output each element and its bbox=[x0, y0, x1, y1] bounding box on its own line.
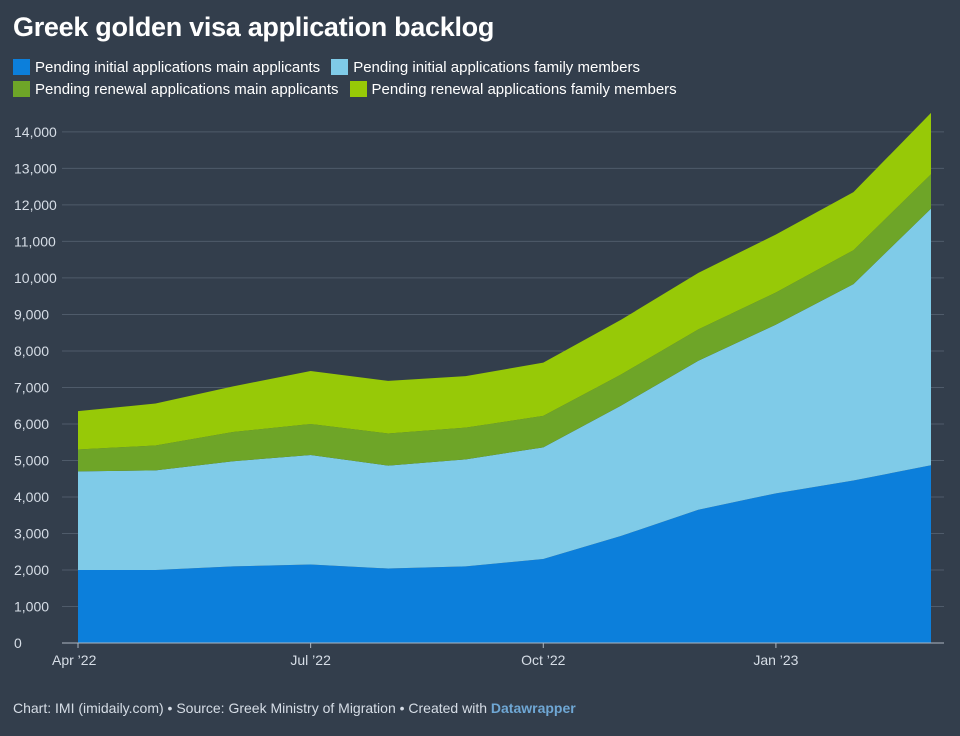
legend-swatch bbox=[13, 81, 30, 97]
legend-item-renewal-main: Pending renewal applications main applic… bbox=[13, 80, 339, 98]
y-tick-label: 13,000 bbox=[14, 160, 57, 176]
y-tick-label: 12,000 bbox=[14, 197, 57, 213]
y-tick-label: 8,000 bbox=[14, 343, 49, 359]
y-tick-label: 6,000 bbox=[14, 416, 49, 432]
y-tick-label: 4,000 bbox=[14, 489, 49, 505]
y-tick-label: 2,000 bbox=[14, 562, 49, 578]
y-tick-label: 14,000 bbox=[14, 124, 57, 140]
y-tick-label: 3,000 bbox=[14, 525, 49, 541]
footer-credit: Chart: IMI (imidaily.com) • Source: Gree… bbox=[13, 700, 488, 716]
chart-title: Greek golden visa application backlog bbox=[13, 12, 495, 42]
legend-label: Pending initial applications main applic… bbox=[35, 58, 321, 76]
area-series-4 bbox=[78, 112, 931, 450]
datawrapper-link[interactable]: Datawrapper bbox=[490, 700, 576, 716]
y-tick-label: 10,000 bbox=[14, 270, 57, 286]
footer: Chart: IMI (imidaily.com) • Source: Gree… bbox=[13, 700, 576, 716]
y-tick-label: 11,000 bbox=[14, 233, 56, 249]
legend-item-initial-main: Pending initial applications main applic… bbox=[13, 58, 321, 76]
x-tick-label: Jan ’23 bbox=[753, 652, 798, 668]
y-tick-label: 1,000 bbox=[14, 598, 49, 614]
legend: Pending initial applications main applic… bbox=[13, 58, 943, 98]
y-tick-label: 9,000 bbox=[14, 306, 49, 322]
x-tick-label: Oct ’22 bbox=[521, 652, 566, 668]
axes: 0 1,000 2,000 3,000 4,000 5,000 6,000 7,000 8,00… bbox=[14, 124, 944, 668]
y-tick-label: 7,000 bbox=[14, 379, 49, 395]
legend-label: Pending renewal applications family memb… bbox=[371, 80, 677, 98]
y-tick-label: 5,000 bbox=[14, 452, 49, 468]
legend-item-renewal-family: Pending renewal applications family memb… bbox=[349, 80, 677, 98]
stacked-area-chart: 0 1,000 2,000 3,000 4,000 5,000 6,000 7,000 8,00… bbox=[14, 112, 944, 668]
x-tick-label: Apr ’22 bbox=[52, 652, 97, 668]
area-series-2 bbox=[78, 208, 931, 570]
area-series-3 bbox=[78, 174, 931, 472]
legend-swatch bbox=[331, 59, 349, 75]
y-tick-label: 0 bbox=[14, 635, 22, 651]
legend-swatch bbox=[349, 81, 367, 97]
legend-label: Pending renewal applications main applic… bbox=[35, 80, 339, 98]
legend-swatch bbox=[13, 59, 30, 75]
area-series bbox=[78, 112, 931, 643]
legend-item-initial-family: Pending initial applications family memb… bbox=[331, 58, 640, 76]
area-series-1 bbox=[78, 465, 931, 643]
x-tick-label: Jul ’22 bbox=[290, 652, 331, 668]
legend-label: Pending initial applications family memb… bbox=[353, 58, 640, 76]
